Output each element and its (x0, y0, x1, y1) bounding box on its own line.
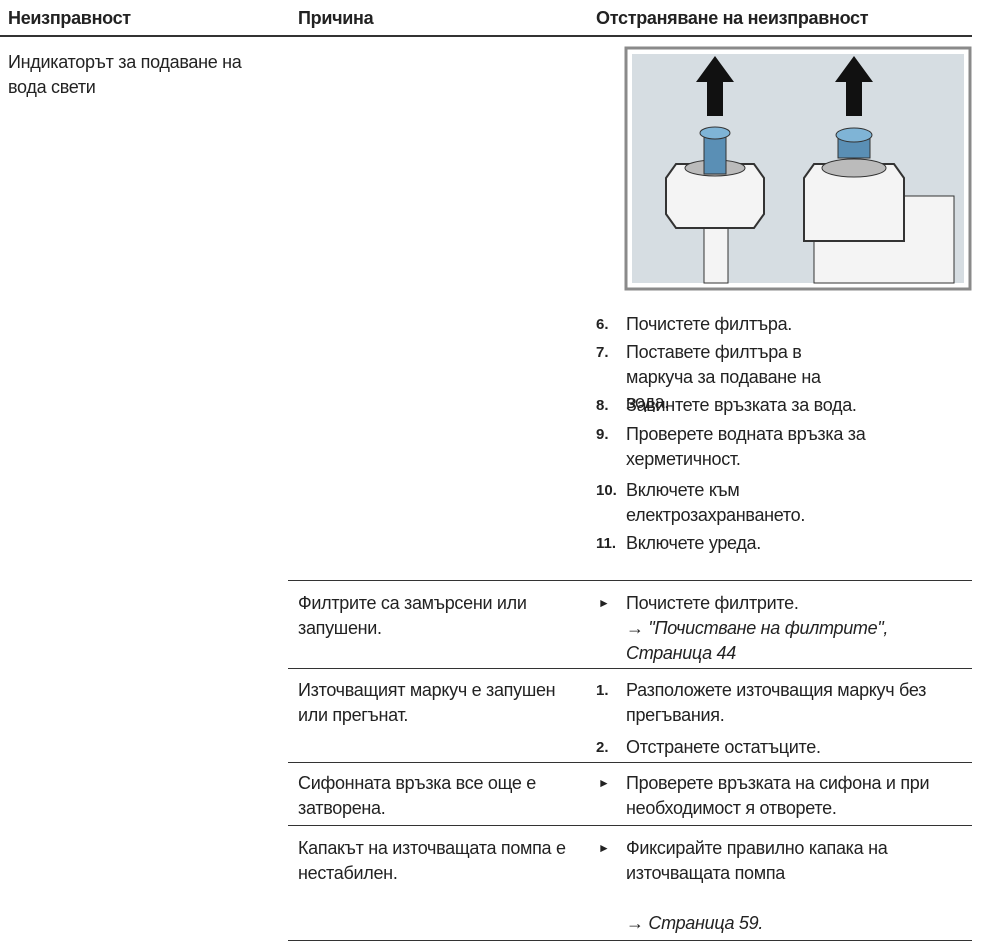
cause: Източващият маркуч е запушен или прегъна… (298, 680, 556, 725)
step-number: 6. (596, 316, 609, 333)
row-rule (288, 668, 972, 669)
cause: Капакът на източващата помпа е нестабиле… (298, 838, 566, 883)
header-cell: Отстраняване на неизправност (596, 8, 869, 28)
step-text: Разположете източващия маркуч без прегъв… (626, 680, 927, 725)
row-rule (288, 580, 972, 581)
bullet: ► (598, 841, 610, 855)
cause: Сифонната връзка все още е затворена. (298, 773, 536, 818)
row-rule (288, 940, 972, 941)
header-rule (0, 35, 972, 37)
step-text: Поставете филтъра в маркуча за подаване … (626, 342, 821, 412)
row-rule (288, 825, 972, 826)
step-number: 8. (596, 397, 609, 414)
step-number: 1. (596, 682, 609, 699)
step-number: 10. (596, 482, 617, 499)
step-number: 7. (596, 344, 609, 361)
step-number: 11. (596, 535, 617, 552)
action: Проверете връзката на сифона и при необх… (626, 773, 930, 818)
header-cell: Неизправност (8, 8, 131, 28)
step-number: 2. (596, 739, 609, 756)
row-rule (288, 762, 972, 763)
step-text: Отстранете остатъците. (626, 737, 821, 757)
action: Фиксирайте правилно капака на източващат… (626, 838, 888, 883)
step-text: Включете уреда. (626, 533, 761, 553)
action: Почистете филтрите. (626, 593, 799, 613)
illustration (624, 46, 972, 291)
bullet: ► (598, 596, 610, 610)
step-text: Почистете филтъра. (626, 314, 792, 334)
cause: Филтрите са замърсени или запушени. (298, 593, 527, 638)
bullet: ► (598, 776, 610, 790)
step-text: Завинтете връзката за вода. (626, 395, 857, 415)
step-text: Проверете водната връзка за херметичност… (626, 424, 866, 469)
problem: Индикаторът за подаване на вода свети (8, 52, 242, 97)
header-cell: Причина (298, 8, 374, 28)
reference: → "Почистване на филтрите", Страница 44 (626, 618, 889, 663)
reference: → Страница 59. (626, 913, 764, 933)
step-text: Включете към електрозахранването. (626, 480, 806, 525)
step-number: 9. (596, 426, 609, 443)
